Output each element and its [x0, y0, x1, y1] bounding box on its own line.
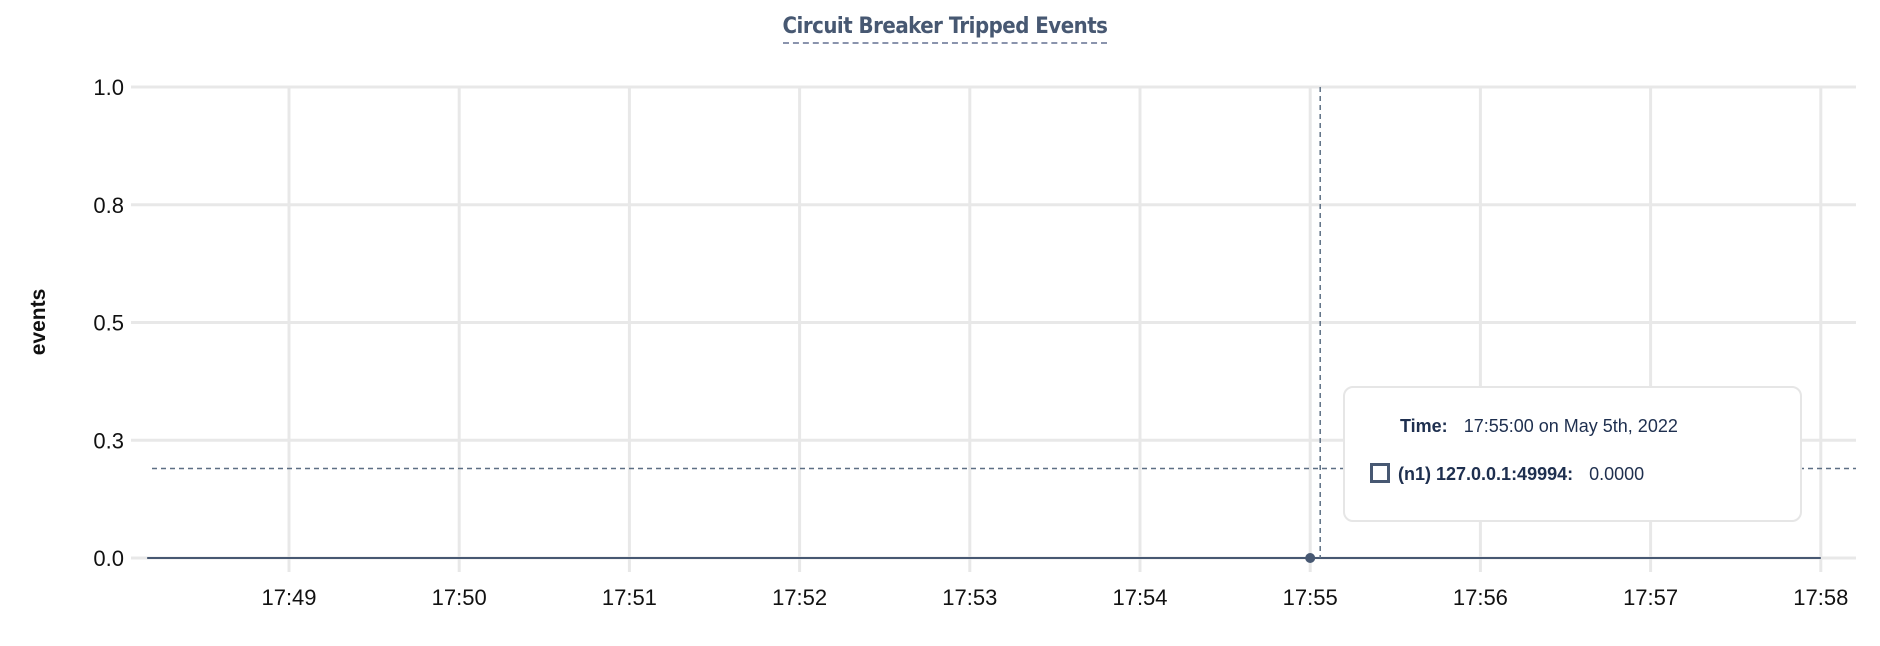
x-tick-label: 17:53 — [942, 585, 997, 610]
x-tick-label: 17:51 — [602, 585, 657, 610]
y-tick-label: 0.8 — [93, 193, 124, 218]
hover-point — [1305, 553, 1316, 563]
x-tick-label: 17:58 — [1793, 585, 1848, 610]
y-tick-label: 1.0 — [93, 75, 124, 100]
y-tick-label: 0.0 — [93, 546, 124, 571]
tooltip: Time: 17:55:00 on May 5th, 2022 (n1) 127.… — [1343, 386, 1802, 522]
series-swatch-icon — [1370, 463, 1390, 483]
y-tick-label: 0.3 — [93, 428, 124, 453]
hover-crosshair — [152, 87, 1856, 563]
x-tick-label: 17:55 — [1283, 585, 1338, 610]
chart-title[interactable]: Circuit Breaker Tripped Events — [0, 14, 1880, 44]
tooltip-series-label: (n1) 127.0.0.1:49994: — [1398, 464, 1574, 484]
grid — [131, 85, 1856, 572]
x-tick-label: 17:57 — [1623, 585, 1678, 610]
x-tick-label: 17:49 — [261, 585, 316, 610]
tooltip-time-label: Time: — [1400, 416, 1448, 436]
x-tick-label: 17:54 — [1112, 585, 1167, 610]
y-tick-label: 0.5 — [93, 311, 124, 336]
x-tick-label: 17:52 — [772, 585, 827, 610]
y-axis-label: events — [27, 289, 50, 356]
y-axis: 0.0 0.3 0.5 0.8 1.0 — [93, 75, 124, 571]
tooltip-series-value: 0.0000 — [1589, 464, 1645, 484]
tooltip-time-value: 17:55:00 on May 5th, 2022 — [1463, 416, 1678, 436]
x-axis: 17:49 17:50 17:51 17:52 17:53 17:54 17:55 17:56… — [261, 585, 1848, 610]
x-tick-label: 17:50 — [432, 585, 487, 610]
x-tick-label: 17:56 — [1453, 585, 1508, 610]
chart-title-text[interactable]: Circuit Breaker Tripped Events — [782, 14, 1108, 44]
